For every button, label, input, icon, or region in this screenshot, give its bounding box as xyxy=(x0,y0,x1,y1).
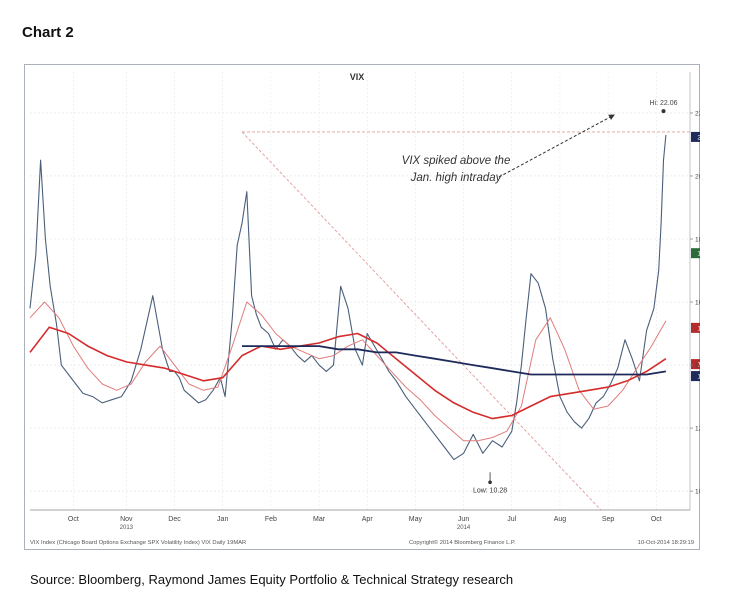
y-tick-label: 10.00 xyxy=(695,489,700,496)
y-tick-label: 16.00 xyxy=(695,300,700,307)
low-label: Low: 10.28 xyxy=(473,487,507,494)
vix-chart: VIX 21.24 17.55 15.18 14.03 13.65 10.00 12.00… xyxy=(24,64,700,550)
value-badge xyxy=(691,248,700,259)
series-lines xyxy=(29,109,667,485)
x-tick-label: Jan xyxy=(217,516,228,523)
value-badge xyxy=(691,359,700,370)
x-tick-label: Jul xyxy=(507,516,516,523)
value-badges: 21.24 17.55 15.18 14.03 13.65 xyxy=(691,131,700,382)
long-moving-average-line xyxy=(242,345,667,376)
source-note: Source: Bloomberg, Raymond James Equity … xyxy=(30,572,514,587)
x-tick-label: Mar xyxy=(313,516,326,523)
x-tick-label: May xyxy=(409,516,423,523)
x-tick-label: Oct xyxy=(651,516,662,523)
short-moving-average-line xyxy=(29,301,667,442)
chart-heading: Chart 2 xyxy=(22,24,74,41)
y-tick-label: 12.00 xyxy=(695,426,700,433)
x-tick-label: Feb xyxy=(265,516,277,523)
value-badge-label: 17.55 xyxy=(697,251,700,258)
footer-left: VIX Index (Chicago Board Options Exchang… xyxy=(30,540,246,546)
y-tick-label: 14.00 xyxy=(695,363,700,370)
footer-center: Copyright© 2014 Bloomberg Finance L.P. xyxy=(409,539,516,546)
vix-price-line xyxy=(29,134,667,461)
mid-moving-average-line xyxy=(29,326,667,420)
trend-line xyxy=(241,131,602,511)
chart-title: VIX xyxy=(350,72,365,82)
value-badge xyxy=(691,131,700,142)
x-year-label: 2013 xyxy=(120,525,134,531)
callout-arrow xyxy=(498,114,615,178)
value-badge-label: 14.03 xyxy=(697,362,700,369)
axes: 10.00 12.00 14.00 16.00 18.00 20.00 22.00 Oct No… xyxy=(30,110,700,531)
value-badge xyxy=(691,371,700,382)
y-tick-label: 22.00 xyxy=(695,110,700,117)
x-year-label: 2014 xyxy=(457,525,471,531)
value-badge xyxy=(691,322,700,333)
hi-marker xyxy=(661,109,666,114)
trend-lines xyxy=(241,131,690,511)
chart-border xyxy=(24,64,700,550)
hi-label: Hi: 22.06 xyxy=(649,100,677,107)
low-marker xyxy=(488,480,492,485)
x-tick-label: Dec xyxy=(168,516,181,523)
x-tick-label: Oct xyxy=(68,516,79,523)
callout-line-1: VIX spiked above the xyxy=(402,155,511,167)
footer-right: 10-Oct-2014 18:29:19 xyxy=(638,540,694,546)
x-tick-label: Apr xyxy=(362,516,374,523)
callout-line-2: Jan. high intraday xyxy=(410,172,503,184)
grid xyxy=(30,72,690,510)
value-badge-label: 13.65 xyxy=(697,374,700,381)
value-badge-label: 21.24 xyxy=(697,134,700,141)
x-tick-label: Nov xyxy=(120,516,133,523)
x-tick-label: Sep xyxy=(602,516,615,523)
y-tick-label: 18.00 xyxy=(695,237,700,244)
value-badge-label: 15.18 xyxy=(697,325,700,332)
y-tick-label: 20.00 xyxy=(695,173,700,180)
x-tick-label: Aug xyxy=(554,516,567,523)
x-tick-label: Jun xyxy=(458,516,469,523)
